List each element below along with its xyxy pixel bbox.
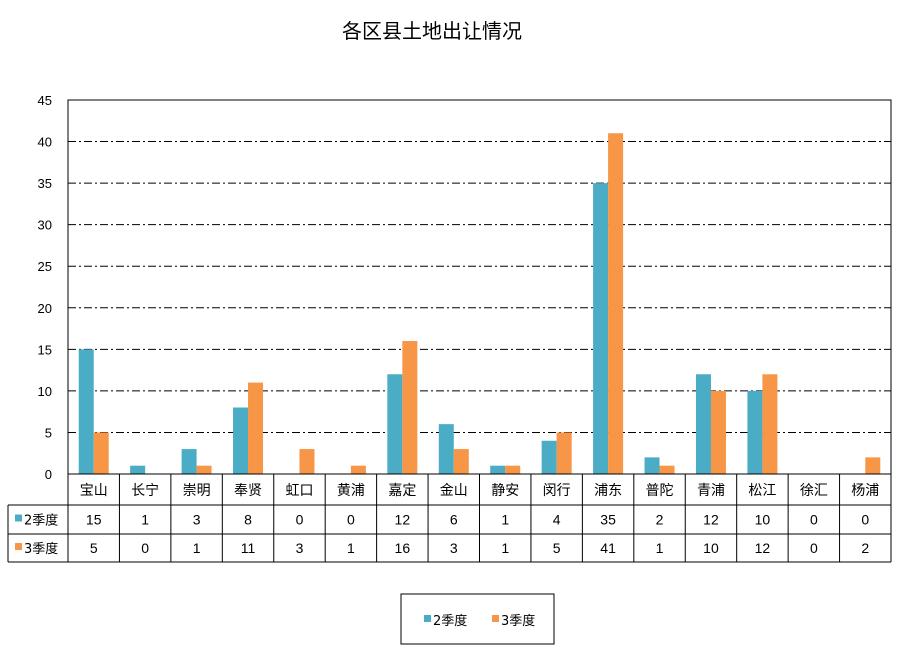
bar-2q	[490, 465, 506, 474]
bar-2q	[593, 183, 609, 474]
bar-3q	[505, 465, 521, 474]
table-cell: 1	[501, 540, 509, 556]
category-label: 黄浦	[337, 482, 365, 499]
category-label: 静安	[491, 483, 519, 499]
table-cell: 6	[450, 512, 458, 528]
bar-2q	[387, 374, 403, 474]
table-legend-swatch	[15, 514, 22, 522]
table-cell: 0	[141, 540, 149, 556]
table-cell: 16	[395, 540, 411, 556]
table-cell: 0	[810, 512, 818, 528]
bar-3q	[608, 133, 624, 474]
y-tick-label: 45	[38, 93, 52, 108]
bar-2q	[747, 390, 763, 474]
table-cell: 1	[193, 540, 201, 556]
legend-label-2q: 2季度	[433, 613, 467, 629]
legend-label-3q: 3季度	[501, 613, 535, 629]
table-cell: 12	[703, 512, 719, 528]
y-axis: 0 5 10 15 20 25 30 35 40 45	[38, 93, 52, 482]
category-label: 金山	[440, 483, 468, 499]
table-cell: 1	[501, 512, 509, 528]
y-tick-label: 10	[38, 384, 52, 399]
bars	[78, 133, 881, 474]
category-label: 普陀	[646, 483, 674, 499]
y-tick-label: 25	[38, 259, 52, 274]
bar-3q	[865, 457, 881, 474]
table-cell: 4	[553, 512, 561, 528]
category-label: 青浦	[697, 483, 725, 499]
table-cell: 0	[347, 512, 355, 528]
table-cell: 0	[810, 540, 818, 556]
category-label: 奉贤	[234, 483, 262, 499]
bar-3q	[710, 390, 726, 474]
y-tick-label: 30	[38, 218, 52, 233]
table-cell: 10	[755, 512, 771, 528]
bar-3q	[402, 341, 418, 474]
category-label: 宝山	[80, 483, 108, 499]
chart-title: 各区县土地出让情况	[342, 19, 522, 43]
table-cell: 1	[656, 540, 664, 556]
table-cell: 1	[141, 512, 149, 528]
legend-swatch-2q	[424, 615, 431, 622]
category-label: 虹口	[285, 483, 313, 499]
legend: 2季度 3季度	[400, 593, 555, 645]
table-cell: 5	[553, 540, 561, 556]
table-cell: 2	[656, 512, 664, 528]
table-cell: 3	[193, 512, 201, 528]
bar-2q	[541, 440, 557, 474]
bar-2q	[181, 449, 197, 474]
y-tick-label: 0	[45, 467, 52, 482]
y-tick-label: 40	[38, 135, 52, 150]
table-series-label: 3季度	[24, 541, 58, 557]
bar-2q	[644, 457, 660, 474]
y-tick-label: 15	[38, 342, 52, 357]
table-legend-swatch	[15, 543, 22, 550]
table-cell: 12	[395, 512, 411, 528]
y-tick-label: 20	[38, 301, 52, 316]
category-label: 嘉定	[388, 483, 416, 499]
gridlines	[68, 141, 891, 433]
table-cell: 0	[861, 512, 869, 528]
y-tick-label: 5	[45, 425, 52, 440]
category-label: 徐汇	[800, 483, 828, 499]
table-cell: 3	[296, 540, 304, 556]
y-tick-label: 35	[38, 176, 52, 191]
bar-2q	[233, 407, 249, 474]
category-label: 崇明	[183, 483, 211, 499]
table-cell: 41	[600, 540, 616, 556]
table-cell: 11	[241, 540, 256, 556]
table-cell: 3	[450, 540, 458, 556]
table-cell: 35	[600, 512, 616, 528]
bar-3q	[659, 465, 675, 474]
category-label: 松江	[748, 483, 776, 499]
bar-3q	[453, 449, 469, 474]
bar-3q	[762, 374, 778, 474]
bar-3q	[93, 432, 109, 474]
table-cell: 0	[296, 512, 304, 528]
table-cell: 2	[861, 540, 869, 556]
legend-swatch-3q	[492, 615, 499, 622]
bar-3q	[556, 432, 572, 474]
table-cell: 8	[244, 512, 252, 528]
bar-2q	[130, 465, 146, 474]
bar-2q	[695, 374, 711, 474]
bar-3q	[248, 382, 264, 474]
table-cell: 1	[347, 540, 355, 556]
bar-2q	[438, 424, 454, 474]
bar-3q	[196, 465, 212, 474]
category-label: 杨浦	[851, 483, 879, 499]
table-cell: 12	[755, 540, 771, 556]
bar-3q	[299, 449, 315, 474]
table-cell: 15	[86, 512, 102, 528]
bar-2q	[78, 349, 94, 474]
category-label: 浦东	[594, 483, 622, 499]
table-series-label: 2季度	[24, 513, 58, 529]
bar-3q	[350, 465, 366, 474]
table-cell: 5	[90, 540, 98, 556]
category-label: 长宁	[131, 482, 159, 499]
category-label: 闵行	[543, 483, 571, 499]
table-cell: 10	[703, 540, 719, 556]
